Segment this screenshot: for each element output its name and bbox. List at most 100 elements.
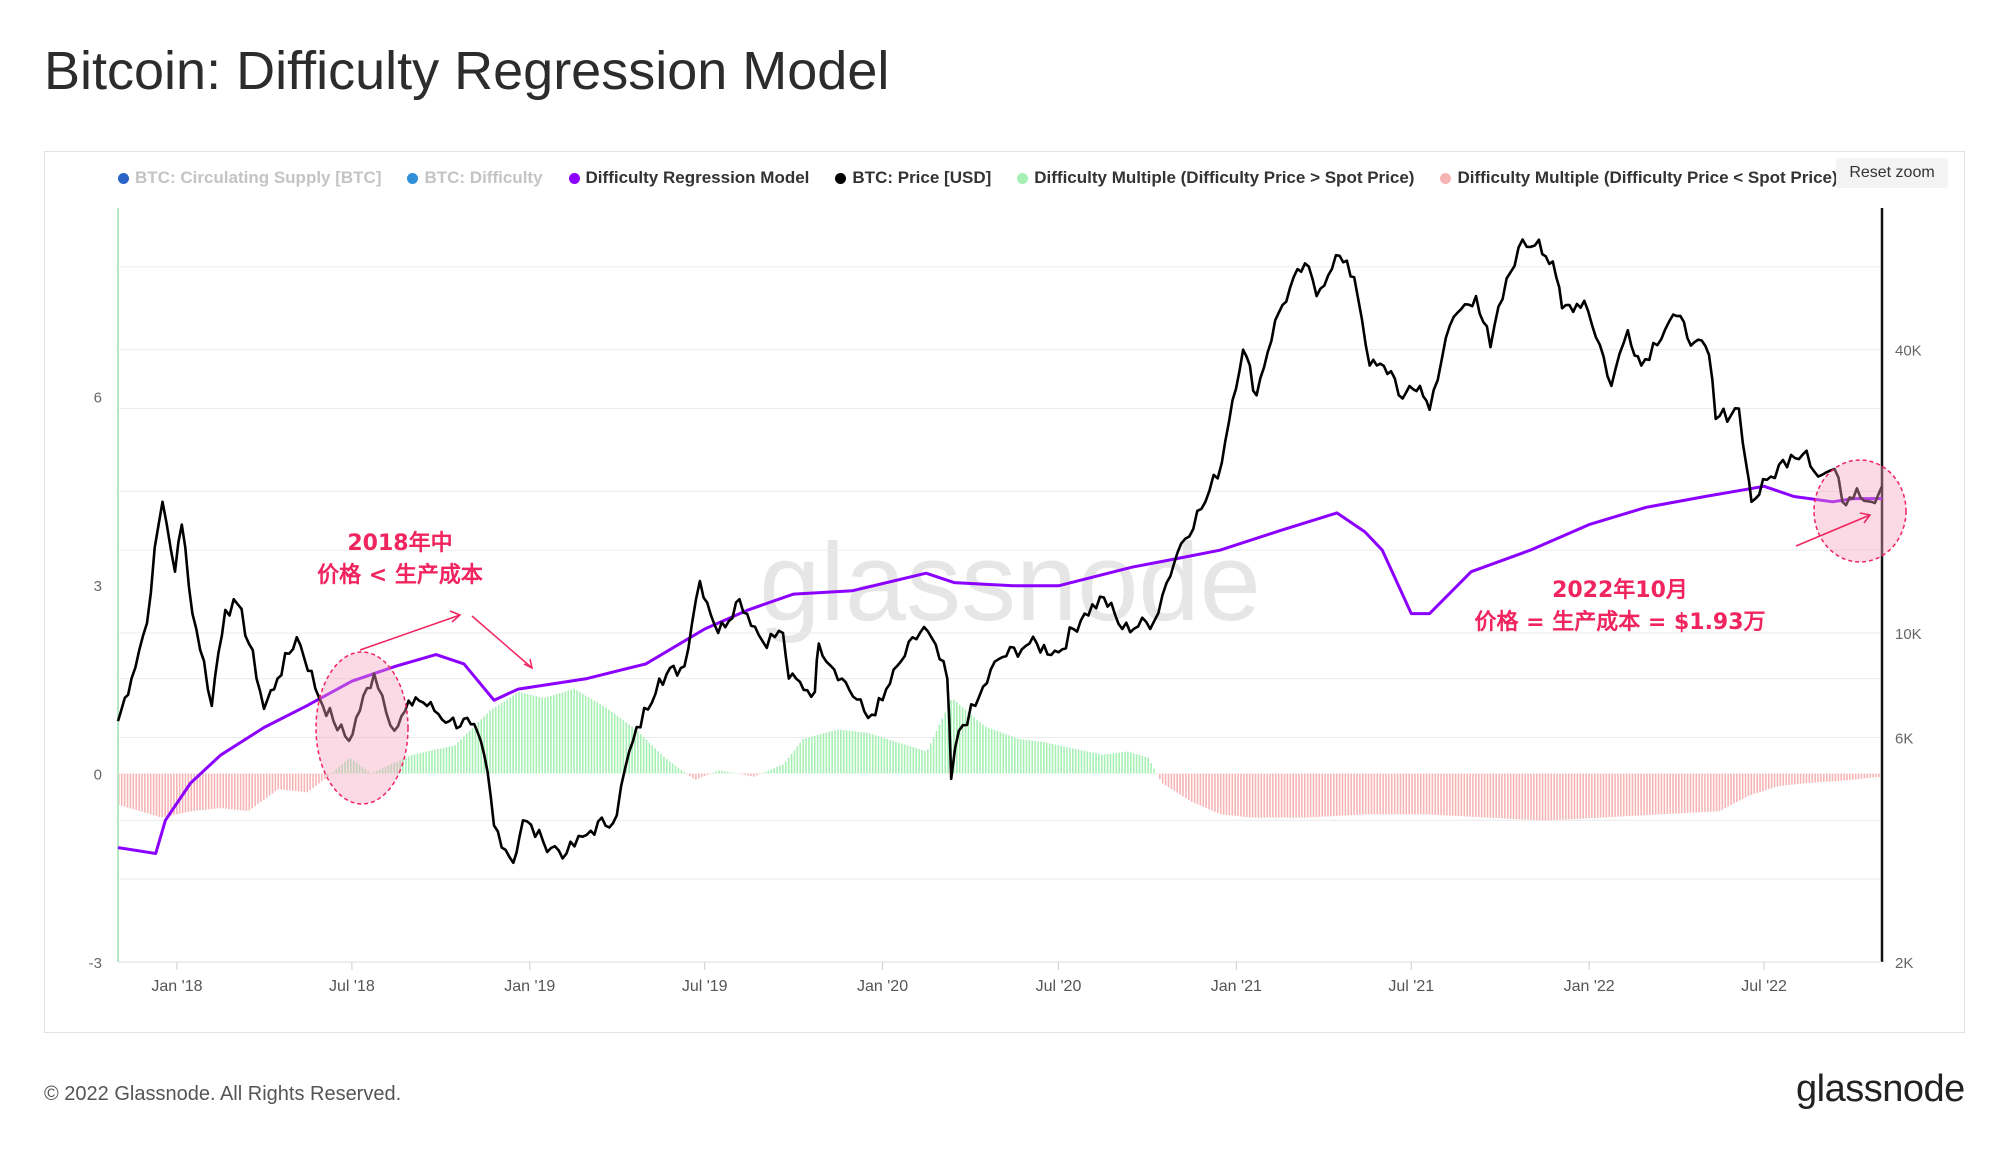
- multiple-bar-positive: [1127, 751, 1129, 774]
- multiple-bar-positive: [373, 772, 375, 774]
- multiple-bar-negative: [1602, 773, 1605, 818]
- multiple-bar-positive: [776, 766, 778, 774]
- multiple-bar-negative: [1448, 773, 1451, 816]
- multiple-bar-positive: [677, 767, 680, 774]
- multiple-bar-negative: [303, 773, 306, 793]
- multiple-bar-positive: [779, 765, 781, 774]
- legend-item-price[interactable]: BTC: Price [USD]: [835, 168, 991, 188]
- right-axis-tick-label: 6K: [1895, 730, 1913, 747]
- multiple-bar-negative: [1231, 773, 1234, 816]
- multiple-bar-negative: [1811, 773, 1814, 783]
- multiple-bar-positive: [1054, 744, 1057, 774]
- multiple-bar-positive: [428, 751, 430, 774]
- multiple-bar-negative: [1434, 773, 1437, 815]
- multiple-bar-positive: [1153, 768, 1155, 774]
- multiple-bar-negative: [1759, 773, 1761, 793]
- multiple-bar-positive: [550, 695, 552, 774]
- multiple-bar-negative: [1309, 773, 1312, 818]
- multiple-bar-negative: [1779, 773, 1782, 786]
- legend-item-difficulty[interactable]: BTC: Difficulty: [407, 168, 543, 188]
- multiple-bar-negative: [1683, 773, 1686, 814]
- arrow-line: [1795, 514, 1871, 547]
- multiple-bar-positive: [845, 730, 848, 774]
- multiple-bar-negative: [1875, 773, 1877, 778]
- multiple-bar-negative: [248, 773, 251, 811]
- multiple-bar-negative: [1730, 773, 1732, 806]
- multiple-bar-positive: [715, 771, 717, 774]
- multiple-bar-negative: [126, 773, 129, 808]
- multiple-bar-positive: [448, 746, 451, 774]
- multiple-bar-negative: [1312, 773, 1315, 818]
- legend-item-circulating-supply[interactable]: BTC: Circulating Supply [BTC]: [118, 168, 381, 188]
- multiple-bar-positive: [451, 745, 454, 774]
- multiple-bar-positive: [431, 750, 433, 774]
- multiple-bar-positive: [344, 761, 346, 774]
- legend: BTC: Circulating Supply [BTC] BTC: Diffi…: [118, 168, 1838, 188]
- multiple-bar-positive: [576, 690, 578, 774]
- multiple-bar-positive: [996, 731, 999, 774]
- multiple-bar-negative: [315, 773, 317, 786]
- multiple-bar-negative: [138, 773, 140, 811]
- multiple-bar-negative: [1585, 773, 1587, 819]
- multiple-bar-positive: [721, 770, 723, 774]
- multiple-bar-negative: [1823, 773, 1825, 782]
- multiple-bar-negative: [1837, 773, 1840, 782]
- legend-item-multiple-positive[interactable]: Difficulty Multiple (Difficulty Price > …: [1017, 168, 1414, 188]
- multiple-bar-negative: [1663, 773, 1666, 815]
- multiple-bar-positive: [1130, 752, 1132, 774]
- multiple-bar-positive: [393, 762, 396, 774]
- multiple-bar-positive: [500, 703, 503, 774]
- multiple-bar-positive: [642, 737, 645, 774]
- multiple-bar-negative: [695, 773, 697, 780]
- multiple-bar-negative: [1199, 773, 1202, 806]
- multiple-bar-negative: [1785, 773, 1787, 786]
- multiple-bar-negative: [1509, 773, 1512, 819]
- multiple-bar-negative: [1857, 773, 1860, 780]
- multiple-bar-positive: [376, 770, 378, 774]
- multiple-bar-positive: [587, 697, 590, 774]
- multiple-bar-positive: [407, 756, 410, 774]
- multiple-bar-negative: [1156, 773, 1158, 774]
- legend-dot-icon: [1017, 172, 1029, 184]
- multiple-bar-negative: [1750, 773, 1753, 795]
- multiple-bar-negative: [686, 773, 688, 775]
- multiple-bar-positive: [1132, 753, 1135, 774]
- multiple-bar-negative: [141, 773, 143, 812]
- multiple-bar-positive: [541, 697, 543, 774]
- multiple-bar-positive: [1109, 753, 1112, 774]
- legend-item-regression-model[interactable]: Difficulty Regression Model: [568, 168, 809, 188]
- x-axis-tick-label: Jul '21: [1388, 978, 1434, 995]
- multiple-bar-negative: [1704, 773, 1706, 812]
- legend-item-multiple-negative[interactable]: Difficulty Multiple (Difficulty Price < …: [1440, 168, 1838, 188]
- multiple-bar-negative: [1263, 773, 1265, 818]
- multiple-bar-positive: [610, 711, 613, 774]
- multiple-bar-positive: [1051, 743, 1054, 774]
- multiple-bar-negative: [326, 773, 329, 777]
- multiple-bar-negative: [1834, 773, 1837, 782]
- multiple-bar-positive: [1031, 740, 1034, 774]
- multiple-bar-negative: [741, 773, 744, 775]
- multiple-bar-positive: [460, 739, 462, 774]
- multiple-bar-positive: [605, 707, 607, 774]
- multiple-bar-positive: [718, 770, 720, 774]
- multiple-bar-negative: [1280, 773, 1283, 818]
- multiple-bar-negative: [1849, 773, 1851, 780]
- multiple-bar-negative: [1417, 773, 1419, 815]
- multiple-bar-negative: [1796, 773, 1799, 785]
- multiple-bar-positive: [349, 758, 352, 774]
- arrow-line: [359, 614, 461, 651]
- multiple-bar-positive: [1016, 738, 1019, 774]
- multiple-bar-negative: [1382, 773, 1384, 815]
- multiple-bar-positive: [869, 733, 871, 774]
- reset-zoom-button[interactable]: Reset zoom: [1836, 158, 1948, 188]
- multiple-bar-positive: [767, 770, 770, 774]
- multiple-bar-positive: [724, 771, 726, 774]
- multiple-bar-positive: [370, 773, 372, 774]
- multiple-bar-positive: [425, 751, 427, 774]
- multiple-bar-negative: [320, 773, 323, 782]
- multiple-bar-negative: [1721, 773, 1724, 810]
- multiple-bar-negative: [1617, 773, 1619, 817]
- multiple-bar-positive: [381, 768, 384, 774]
- right-axis-tick-label: 10K: [1895, 626, 1922, 643]
